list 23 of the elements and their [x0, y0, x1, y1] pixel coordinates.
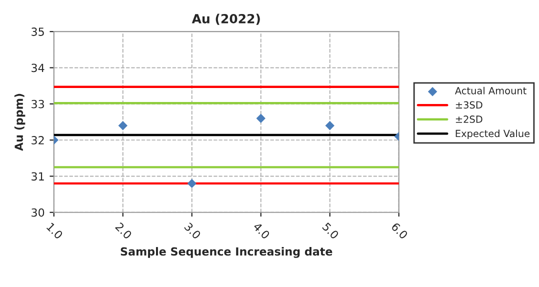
x-tick-label: 2.0	[114, 222, 132, 240]
point	[118, 120, 128, 130]
point	[325, 120, 334, 130]
x-tick-label: 6.0	[390, 222, 408, 240]
legend-label: Expected Value	[456, 130, 530, 140]
y-tick-label: 34	[32, 64, 44, 72]
x-tick-label: 4.0	[252, 222, 270, 240]
x-tick-label: 1.0	[46, 222, 64, 240]
y-tick-label: 32	[32, 136, 44, 144]
y-tick-label: 30	[32, 208, 44, 217]
x-axis-title: Sample Sequence Increasing date	[120, 247, 332, 258]
point	[187, 178, 196, 188]
legend-label: Actual Amount	[454, 86, 526, 94]
y-tick-label: 35	[32, 28, 44, 36]
y-tick-label: 31	[32, 172, 44, 181]
point	[256, 114, 266, 123]
x-tick-label: 3.0	[184, 222, 202, 240]
chart-title: Au (2022)	[192, 14, 260, 25]
legend-label: ±3SD	[456, 101, 482, 109]
x-tick-label: 5.0	[322, 222, 340, 240]
legend-label: ±2SD	[456, 116, 482, 123]
y-axis-title: Au (ppm)	[14, 94, 26, 151]
y-tick-label: 33	[32, 100, 44, 108]
